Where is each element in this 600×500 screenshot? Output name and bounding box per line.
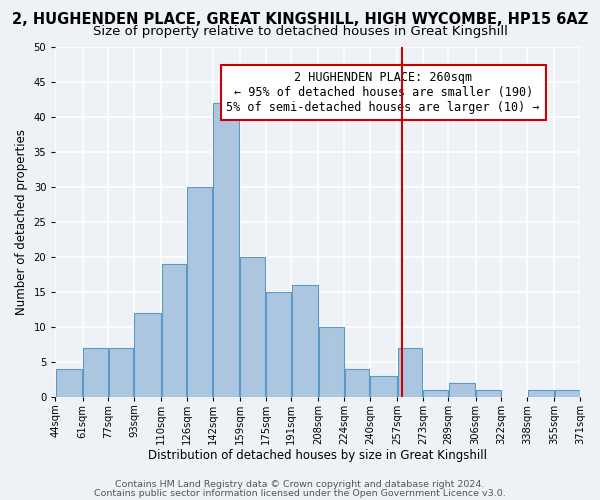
- Text: Contains HM Land Registry data © Crown copyright and database right 2024.: Contains HM Land Registry data © Crown c…: [115, 480, 485, 489]
- Bar: [344, 368, 370, 396]
- Bar: [241, 256, 265, 396]
- Bar: [370, 376, 397, 396]
- Bar: [292, 284, 318, 397]
- Bar: [134, 312, 161, 396]
- Text: Size of property relative to detached houses in Great Kingshill: Size of property relative to detached ho…: [92, 25, 508, 38]
- Bar: [449, 382, 475, 396]
- Bar: [83, 348, 108, 397]
- Y-axis label: Number of detached properties: Number of detached properties: [15, 128, 28, 314]
- Bar: [423, 390, 448, 396]
- Bar: [476, 390, 501, 396]
- Bar: [213, 102, 239, 397]
- Bar: [266, 292, 291, 397]
- Text: 2 HUGHENDEN PLACE: 260sqm
← 95% of detached houses are smaller (190)
5% of semi-: 2 HUGHENDEN PLACE: 260sqm ← 95% of detac…: [226, 71, 540, 114]
- Bar: [398, 348, 422, 397]
- Text: 2, HUGHENDEN PLACE, GREAT KINGSHILL, HIGH WYCOMBE, HP15 6AZ: 2, HUGHENDEN PLACE, GREAT KINGSHILL, HIG…: [12, 12, 588, 28]
- Bar: [555, 390, 580, 396]
- Bar: [56, 368, 82, 396]
- Bar: [319, 326, 344, 396]
- Bar: [109, 348, 133, 397]
- Bar: [187, 186, 212, 396]
- Bar: [162, 264, 187, 396]
- Text: Contains public sector information licensed under the Open Government Licence v3: Contains public sector information licen…: [94, 489, 506, 498]
- Bar: [527, 390, 554, 396]
- X-axis label: Distribution of detached houses by size in Great Kingshill: Distribution of detached houses by size …: [148, 450, 487, 462]
